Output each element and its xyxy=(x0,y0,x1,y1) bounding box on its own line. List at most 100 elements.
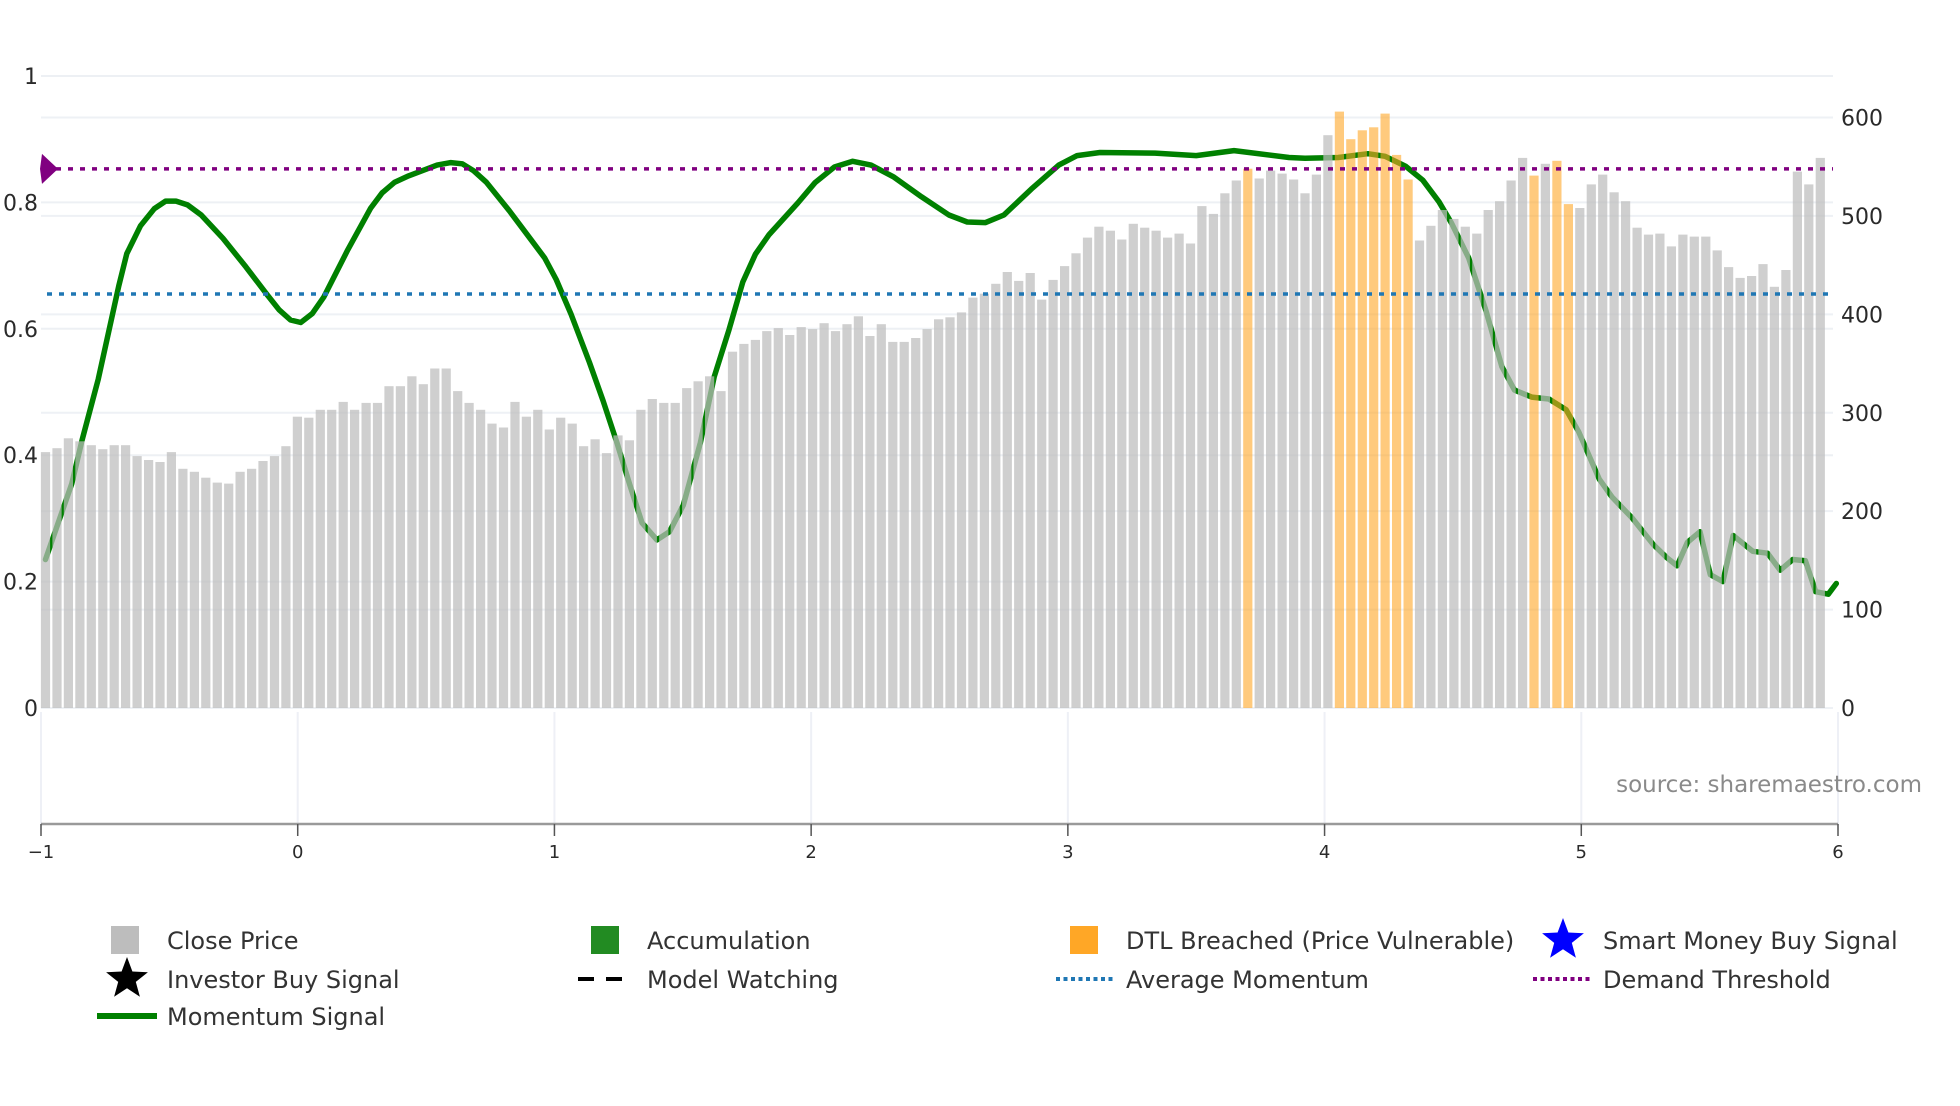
close-price-bar xyxy=(109,445,119,708)
close-price-bar xyxy=(1540,163,1550,709)
investor-buy-star-icon xyxy=(106,957,148,997)
close-price-bar xyxy=(258,461,268,708)
right-y-tick-label: 500 xyxy=(1841,205,1883,230)
right-y-tick-label: 300 xyxy=(1841,402,1883,427)
close-price-bar xyxy=(888,341,898,708)
close-price-bar xyxy=(1082,237,1093,708)
close-price-bar xyxy=(40,452,51,708)
accumulation-swatch-icon xyxy=(591,926,619,954)
close-price-bar xyxy=(1747,276,1757,708)
close-price-bar xyxy=(384,386,394,708)
close-price-bar xyxy=(1025,273,1035,708)
close-price-bar xyxy=(956,312,967,708)
close-price-bar xyxy=(1735,277,1745,708)
close-price-bar xyxy=(155,462,165,708)
close-price-bar xyxy=(1289,179,1299,708)
dtl-breached-bar xyxy=(1357,130,1367,709)
smart-money-star-icon xyxy=(1542,918,1584,958)
close-price-bar xyxy=(1769,286,1779,708)
close-price-bar xyxy=(899,341,909,708)
left-y-tick-label: 0.8 xyxy=(3,191,38,216)
close-price-bar xyxy=(682,388,692,708)
close-price-bar xyxy=(727,351,738,708)
close-price-bar xyxy=(1460,226,1470,708)
close-price-bar xyxy=(189,471,199,708)
close-price-bar xyxy=(453,391,463,708)
close-price-bar xyxy=(876,324,886,708)
close-price-bar xyxy=(693,381,703,708)
close-price-bar xyxy=(498,427,509,708)
close-price-bar xyxy=(1483,210,1493,708)
close-price-bar xyxy=(865,336,875,708)
close-price-bar xyxy=(544,429,554,708)
close-price-bar xyxy=(430,368,440,708)
close-price-bar xyxy=(922,329,932,708)
close-price-bar xyxy=(1724,267,1734,708)
close-price-bar xyxy=(670,402,680,708)
close-price-bar xyxy=(487,423,497,708)
right-y-axis: 0 100 200 300 400 500 600 xyxy=(1841,107,1883,723)
close-price-bar xyxy=(247,468,257,708)
close-price-bar xyxy=(842,324,852,708)
dtl-breached-bar xyxy=(1563,204,1573,708)
close-price-bar xyxy=(75,441,85,708)
close-price-bar xyxy=(785,335,795,708)
close-price-bar xyxy=(178,468,188,708)
close-price-bar xyxy=(1277,173,1287,709)
close-price-bar xyxy=(1437,210,1447,708)
left-y-tick-label: 0.6 xyxy=(3,318,38,343)
left-y-tick-label: 1 xyxy=(24,65,38,90)
legend-label-smart-money: Smart Money Buy Signal xyxy=(1603,927,1898,955)
close-price-bar xyxy=(911,338,921,708)
right-y-tick-label: 100 xyxy=(1841,599,1883,624)
close-price-bar xyxy=(304,417,314,708)
close-price-bar xyxy=(830,331,841,708)
close-price-bar xyxy=(590,439,600,708)
dtl-breached-swatch-icon xyxy=(1070,926,1098,954)
close-price-bar xyxy=(1323,135,1333,708)
close-price-bar xyxy=(1163,237,1173,708)
x-tick-label: 6 xyxy=(1832,842,1843,863)
x-tick-label: 1 xyxy=(549,842,560,863)
close-price-bar xyxy=(1105,230,1115,708)
x-tick-label: 5 xyxy=(1576,842,1587,863)
close-price-bar xyxy=(1472,233,1482,708)
close-price-bar xyxy=(464,402,474,708)
close-price-bar xyxy=(636,409,646,708)
close-price-bar xyxy=(521,416,531,708)
close-price-bar xyxy=(716,391,726,708)
close-price-bar xyxy=(1586,184,1596,708)
close-price-bar xyxy=(750,339,760,708)
close-price-bar xyxy=(1655,233,1665,708)
close-price-bar xyxy=(659,402,669,708)
close-price-bar xyxy=(1804,184,1814,708)
reference-lines xyxy=(40,153,1833,296)
dtl-breached-bar xyxy=(1403,179,1413,708)
right-y-tick-label: 200 xyxy=(1841,500,1883,525)
close-price-bar xyxy=(1117,239,1127,708)
close-price-bar xyxy=(579,446,589,708)
left-y-tick-label: 0.4 xyxy=(3,444,38,469)
close-price-bar xyxy=(235,471,245,708)
legend-label-investor-buy: Investor Buy Signal xyxy=(167,966,400,994)
close-price-bar xyxy=(991,283,1001,708)
x-tick-label: 3 xyxy=(1062,842,1073,863)
close-price-bar xyxy=(327,409,337,708)
close-price-bar xyxy=(1678,234,1688,708)
close-price-bar xyxy=(132,456,142,708)
close-price-bar xyxy=(441,368,451,708)
right-y-tick-label: 600 xyxy=(1841,107,1883,132)
close-price-bar xyxy=(1495,201,1505,708)
dtl-breached-bar xyxy=(1243,168,1253,708)
x-tick-label: −1 xyxy=(28,842,55,863)
right-y-tick-label: 400 xyxy=(1841,303,1883,328)
source-label: source: sharemaestro.com xyxy=(1616,772,1922,798)
close-price-bar xyxy=(1575,208,1585,708)
close-price-bar xyxy=(624,440,634,708)
close-price-bar xyxy=(1048,279,1058,708)
close-price-bar xyxy=(476,409,486,708)
close-price-bar xyxy=(86,445,96,708)
close-price-bar xyxy=(1071,253,1081,709)
close-price-bar xyxy=(1231,180,1241,708)
